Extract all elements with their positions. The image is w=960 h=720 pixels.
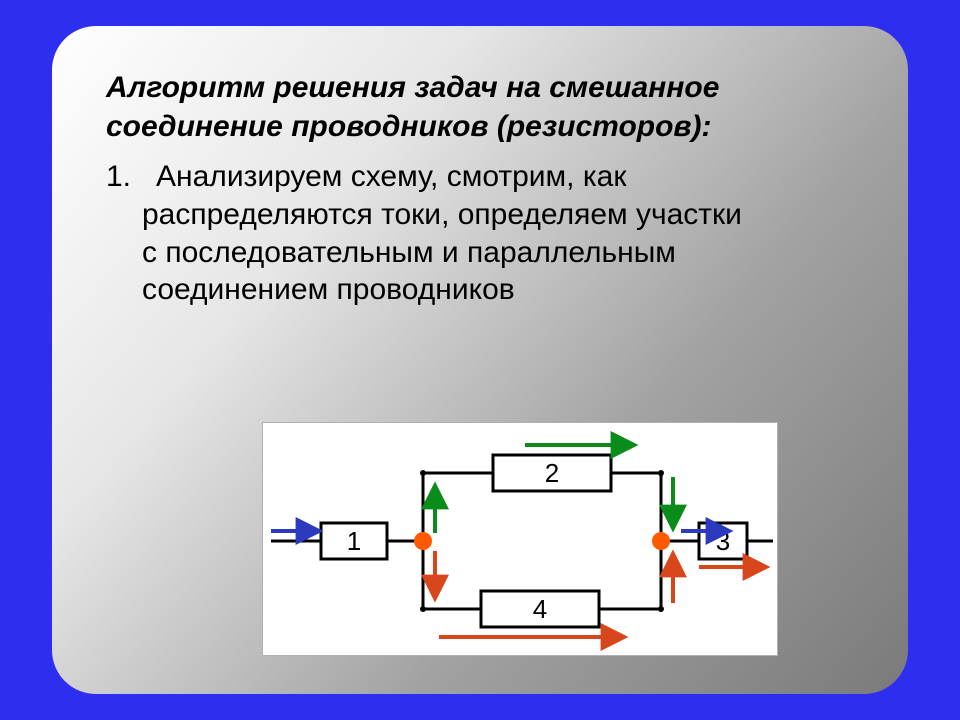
resistor-2-label: 2: [545, 458, 559, 488]
slide-title: Алгоритм решения задач на смешанное соед…: [106, 68, 854, 146]
resistor-1-label: 1: [347, 526, 361, 556]
corner-top-left: [420, 470, 426, 476]
step-number: 1.: [106, 160, 131, 193]
step-first-line: Анализируем схему, смотрим, как: [139, 160, 626, 193]
step-line-3: с последовательным и параллельным: [142, 234, 854, 272]
step-1: 1. Анализируем схему, смотрим, как распр…: [106, 158, 854, 309]
slide-background: Алгоритм решения задач на смешанное соед…: [0, 0, 960, 720]
title-line2: соединение проводников (резисторов):: [106, 110, 712, 143]
corner-top-right: [658, 470, 664, 476]
junction-A: [414, 532, 432, 550]
circuit-svg: 1 2 4 3: [263, 423, 779, 657]
circuit-diagram: 1 2 4 3: [262, 422, 778, 656]
step-line-2: распределяются токи, определяем участки: [142, 196, 854, 234]
slide-card: Алгоритм решения задач на смешанное соед…: [52, 26, 908, 694]
step-line-4: соединением проводников: [142, 271, 854, 309]
corner-bot-right: [658, 606, 664, 612]
resistor-4-label: 4: [533, 594, 547, 624]
junction-B: [652, 532, 670, 550]
title-line1: Алгоритм решения задач на смешанное: [106, 71, 719, 104]
corner-bot-left: [420, 606, 426, 612]
